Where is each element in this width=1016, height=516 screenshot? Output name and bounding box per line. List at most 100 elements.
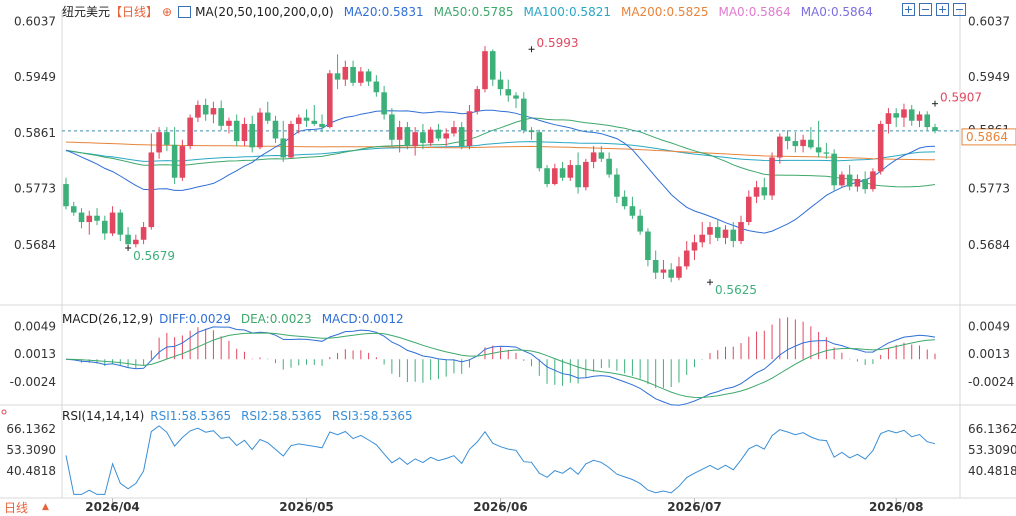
candle-body: [753, 187, 760, 197]
candle-body: [691, 242, 698, 251]
candle-body: [745, 196, 752, 223]
candle-body: [637, 215, 643, 232]
candle-body: [606, 158, 612, 175]
rsi-tick-label-right: 53.3090: [968, 443, 1016, 457]
candle-body: [365, 71, 372, 82]
chart-type-icon[interactable]: [178, 6, 192, 18]
candle-body: [171, 144, 178, 178]
price-tick-label-left: 0.5949: [14, 70, 56, 84]
candle-body: [458, 127, 465, 147]
macd-diff-line: [65, 326, 936, 406]
candle-body: [590, 152, 597, 162]
settings-circle-icon[interactable]: ⊕: [162, 5, 173, 19]
candle-body: [497, 79, 504, 90]
candle-body: [893, 113, 899, 118]
candle-body: [319, 123, 325, 128]
candle-body: [218, 108, 224, 126]
candle-body: [730, 229, 737, 242]
ma20-value: MA20:0.5831: [343, 5, 424, 19]
zoom-in-icon[interactable]: [902, 3, 915, 16]
ma-indicator-label[interactable]: MA(20,50,100,200,0,0): [195, 5, 334, 19]
candle-body: [792, 141, 799, 147]
date-label: 2026/07: [667, 500, 721, 514]
candle-body: [761, 187, 768, 196]
candle-body: [427, 129, 434, 143]
candle-body: [598, 152, 605, 159]
candle-body: [148, 152, 155, 228]
candle-body: [474, 89, 481, 112]
candle-body: [924, 114, 931, 128]
candle-body: [102, 220, 108, 234]
expand-icon[interactable]: [936, 3, 949, 16]
candle-body: [373, 81, 380, 93]
candle-body: [179, 146, 186, 178]
candle-body: [621, 196, 628, 207]
candle-body: [932, 127, 938, 131]
rsi-line: [65, 425, 936, 495]
candle-body: [327, 73, 333, 128]
candle-body: [552, 168, 558, 185]
candle-body: [800, 139, 806, 147]
macd-diff-value: DIFF:0.0029: [159, 312, 231, 326]
macd-dea-value: DEA:0.0023: [240, 312, 312, 326]
macd-tick-label-right: 0.0049: [968, 319, 1010, 333]
candle-body: [575, 165, 581, 188]
candle-body: [559, 168, 566, 178]
candle-body: [125, 234, 131, 245]
candle-body: [311, 120, 318, 124]
candle-body: [249, 123, 256, 148]
ma200-line: [65, 141, 935, 161]
period-tab[interactable]: 日线 ▲: [0, 498, 49, 516]
rsi-tick-label-left: 53.3090: [6, 443, 56, 457]
candle-body: [303, 117, 310, 121]
candle-body: [846, 174, 853, 187]
period-tab-arrow-icon: ▲: [42, 502, 49, 512]
rsi-label[interactable]: RSI(14,14,14): [62, 409, 145, 423]
candle-body: [870, 171, 876, 190]
candle-body: [707, 227, 713, 235]
current-price-tag: [961, 128, 1016, 146]
candle-body: [133, 239, 139, 245]
rsi2-value: RSI2:58.5365: [241, 409, 322, 423]
candle-body: [78, 212, 85, 223]
instrument-name: 纽元美元: [62, 5, 111, 19]
candle-body: [195, 104, 201, 118]
candle-body: [187, 117, 193, 147]
candle-body: [435, 129, 442, 139]
candle-body: [233, 120, 240, 142]
macd-dea-line: [65, 332, 936, 399]
candle-body: [420, 132, 426, 143]
candle-body: [451, 127, 457, 134]
candle-body: [70, 206, 77, 213]
candle-body: [226, 120, 232, 126]
candle-body: [443, 133, 449, 139]
candle-body: [567, 165, 574, 178]
candle-body: [683, 250, 690, 267]
period-label[interactable]: 【日线】: [110, 5, 159, 19]
candle-body: [396, 127, 403, 140]
price-tick-label-left: 0.5773: [14, 181, 56, 195]
candle-body: [482, 51, 488, 90]
extreme-label: 0.5679: [133, 249, 175, 263]
candle-body: [210, 108, 217, 115]
extreme-label: 0.5625: [715, 283, 757, 297]
candle-body: [505, 89, 512, 96]
candle-body: [528, 130, 535, 133]
candle-body: [536, 132, 543, 169]
candle-body: [722, 229, 729, 238]
candle-body: [815, 147, 822, 153]
candle-body: [908, 109, 915, 121]
candle-body: [901, 109, 907, 118]
macd-tick-label-right: 0.0013: [968, 347, 1010, 361]
macd-label[interactable]: MACD(26,12,9): [62, 312, 154, 326]
rsi-header: RSI(14,14,14) RSI1:58.5365 RSI2:58.5365 …: [62, 408, 423, 424]
candle-body: [583, 161, 589, 188]
candle-body: [358, 71, 364, 83]
candle-body: [164, 132, 170, 145]
candle-body: [831, 153, 837, 186]
collapse-icon[interactable]: [953, 3, 966, 16]
date-label: 2026/08: [869, 500, 923, 514]
candle-body: [241, 123, 248, 142]
zoom-out-icon[interactable]: [919, 3, 932, 16]
